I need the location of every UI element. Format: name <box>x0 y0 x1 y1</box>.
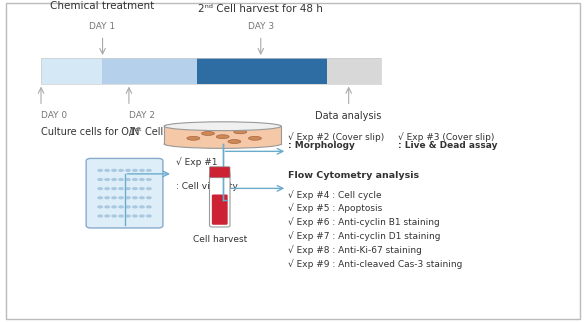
Circle shape <box>118 205 124 209</box>
Circle shape <box>146 196 152 199</box>
Circle shape <box>104 214 110 218</box>
Circle shape <box>132 178 138 181</box>
Circle shape <box>146 187 152 190</box>
Circle shape <box>132 169 138 172</box>
Circle shape <box>111 214 117 218</box>
Circle shape <box>104 169 110 172</box>
Text: : Live & Dead assay: : Live & Dead assay <box>398 141 498 150</box>
Ellipse shape <box>202 132 214 135</box>
Circle shape <box>111 169 117 172</box>
FancyBboxPatch shape <box>210 172 230 227</box>
Text: √ Exp #3 (Cover slip): √ Exp #3 (Cover slip) <box>398 132 495 142</box>
Circle shape <box>139 169 145 172</box>
Circle shape <box>104 205 110 209</box>
Text: 1ˢᵗ Cell harvest for 24 h: 1ˢᵗ Cell harvest for 24 h <box>129 127 244 137</box>
Bar <box>197 58 326 84</box>
Ellipse shape <box>164 139 281 148</box>
Text: √ Exp #2 (Cover slip): √ Exp #2 (Cover slip) <box>288 132 384 142</box>
Circle shape <box>146 178 152 181</box>
FancyBboxPatch shape <box>210 167 230 178</box>
Circle shape <box>118 196 124 199</box>
FancyBboxPatch shape <box>6 3 580 319</box>
Circle shape <box>111 205 117 209</box>
Text: √ Exp #7 : Anti-cyclin D1 staining: √ Exp #7 : Anti-cyclin D1 staining <box>288 232 441 241</box>
Circle shape <box>146 205 152 209</box>
Bar <box>41 58 381 84</box>
Ellipse shape <box>216 135 229 138</box>
Bar <box>164 126 281 144</box>
Text: √ Exp #8 : Anti-Ki-67 staining: √ Exp #8 : Anti-Ki-67 staining <box>288 245 422 255</box>
Circle shape <box>111 178 117 181</box>
Ellipse shape <box>248 137 261 140</box>
Circle shape <box>97 196 103 199</box>
FancyBboxPatch shape <box>86 158 163 228</box>
Text: Cell harvest: Cell harvest <box>193 235 247 244</box>
Circle shape <box>125 196 131 199</box>
Text: √ Exp #9 : Anti-cleaved Cas-3 staining: √ Exp #9 : Anti-cleaved Cas-3 staining <box>288 259 463 269</box>
Circle shape <box>104 196 110 199</box>
Text: Data analysis: Data analysis <box>315 111 382 121</box>
Circle shape <box>139 196 145 199</box>
Bar <box>41 58 102 84</box>
Circle shape <box>146 214 152 218</box>
Circle shape <box>132 187 138 190</box>
Text: √ Exp #4 : Cell cycle: √ Exp #4 : Cell cycle <box>288 190 382 200</box>
Circle shape <box>104 187 110 190</box>
Text: : Cell viability: : Cell viability <box>176 182 238 191</box>
Text: √ Exp #6 : Anti-cyclin B1 staining: √ Exp #6 : Anti-cyclin B1 staining <box>288 218 440 227</box>
Circle shape <box>111 187 117 190</box>
Circle shape <box>118 214 124 218</box>
Circle shape <box>139 214 145 218</box>
Text: DAY 2: DAY 2 <box>129 111 155 120</box>
Circle shape <box>125 178 131 181</box>
Circle shape <box>97 187 103 190</box>
Circle shape <box>125 169 131 172</box>
Circle shape <box>118 178 124 181</box>
Circle shape <box>139 205 145 209</box>
Ellipse shape <box>234 130 247 134</box>
Ellipse shape <box>164 122 281 131</box>
Ellipse shape <box>187 137 200 140</box>
Text: Flow Cytometry analysis: Flow Cytometry analysis <box>288 171 420 180</box>
Text: DAY 1: DAY 1 <box>90 22 115 31</box>
Circle shape <box>139 187 145 190</box>
Circle shape <box>97 178 103 181</box>
Circle shape <box>97 169 103 172</box>
Circle shape <box>111 196 117 199</box>
FancyBboxPatch shape <box>212 194 227 225</box>
Text: 2ⁿᵈ Cell harvest for 48 h: 2ⁿᵈ Cell harvest for 48 h <box>198 5 323 14</box>
Circle shape <box>132 196 138 199</box>
Circle shape <box>97 214 103 218</box>
Circle shape <box>125 205 131 209</box>
Circle shape <box>125 214 131 218</box>
Text: DAY 0: DAY 0 <box>41 111 67 120</box>
Text: Chemical treatment: Chemical treatment <box>50 1 155 11</box>
Circle shape <box>97 205 103 209</box>
Circle shape <box>104 178 110 181</box>
Circle shape <box>125 187 131 190</box>
Text: √ Exp #5 : Apoptosis: √ Exp #5 : Apoptosis <box>288 204 383 213</box>
Text: √ Exp #1: √ Exp #1 <box>176 158 217 167</box>
Bar <box>102 58 197 84</box>
Circle shape <box>118 169 124 172</box>
Bar <box>326 58 381 84</box>
Text: : Morphology: : Morphology <box>288 141 355 150</box>
Circle shape <box>132 205 138 209</box>
Text: DAY 3: DAY 3 <box>248 22 274 31</box>
Ellipse shape <box>228 140 241 144</box>
Circle shape <box>146 169 152 172</box>
Text: Culture cells for O/N: Culture cells for O/N <box>41 127 139 137</box>
Circle shape <box>139 178 145 181</box>
Circle shape <box>132 214 138 218</box>
Circle shape <box>118 187 124 190</box>
